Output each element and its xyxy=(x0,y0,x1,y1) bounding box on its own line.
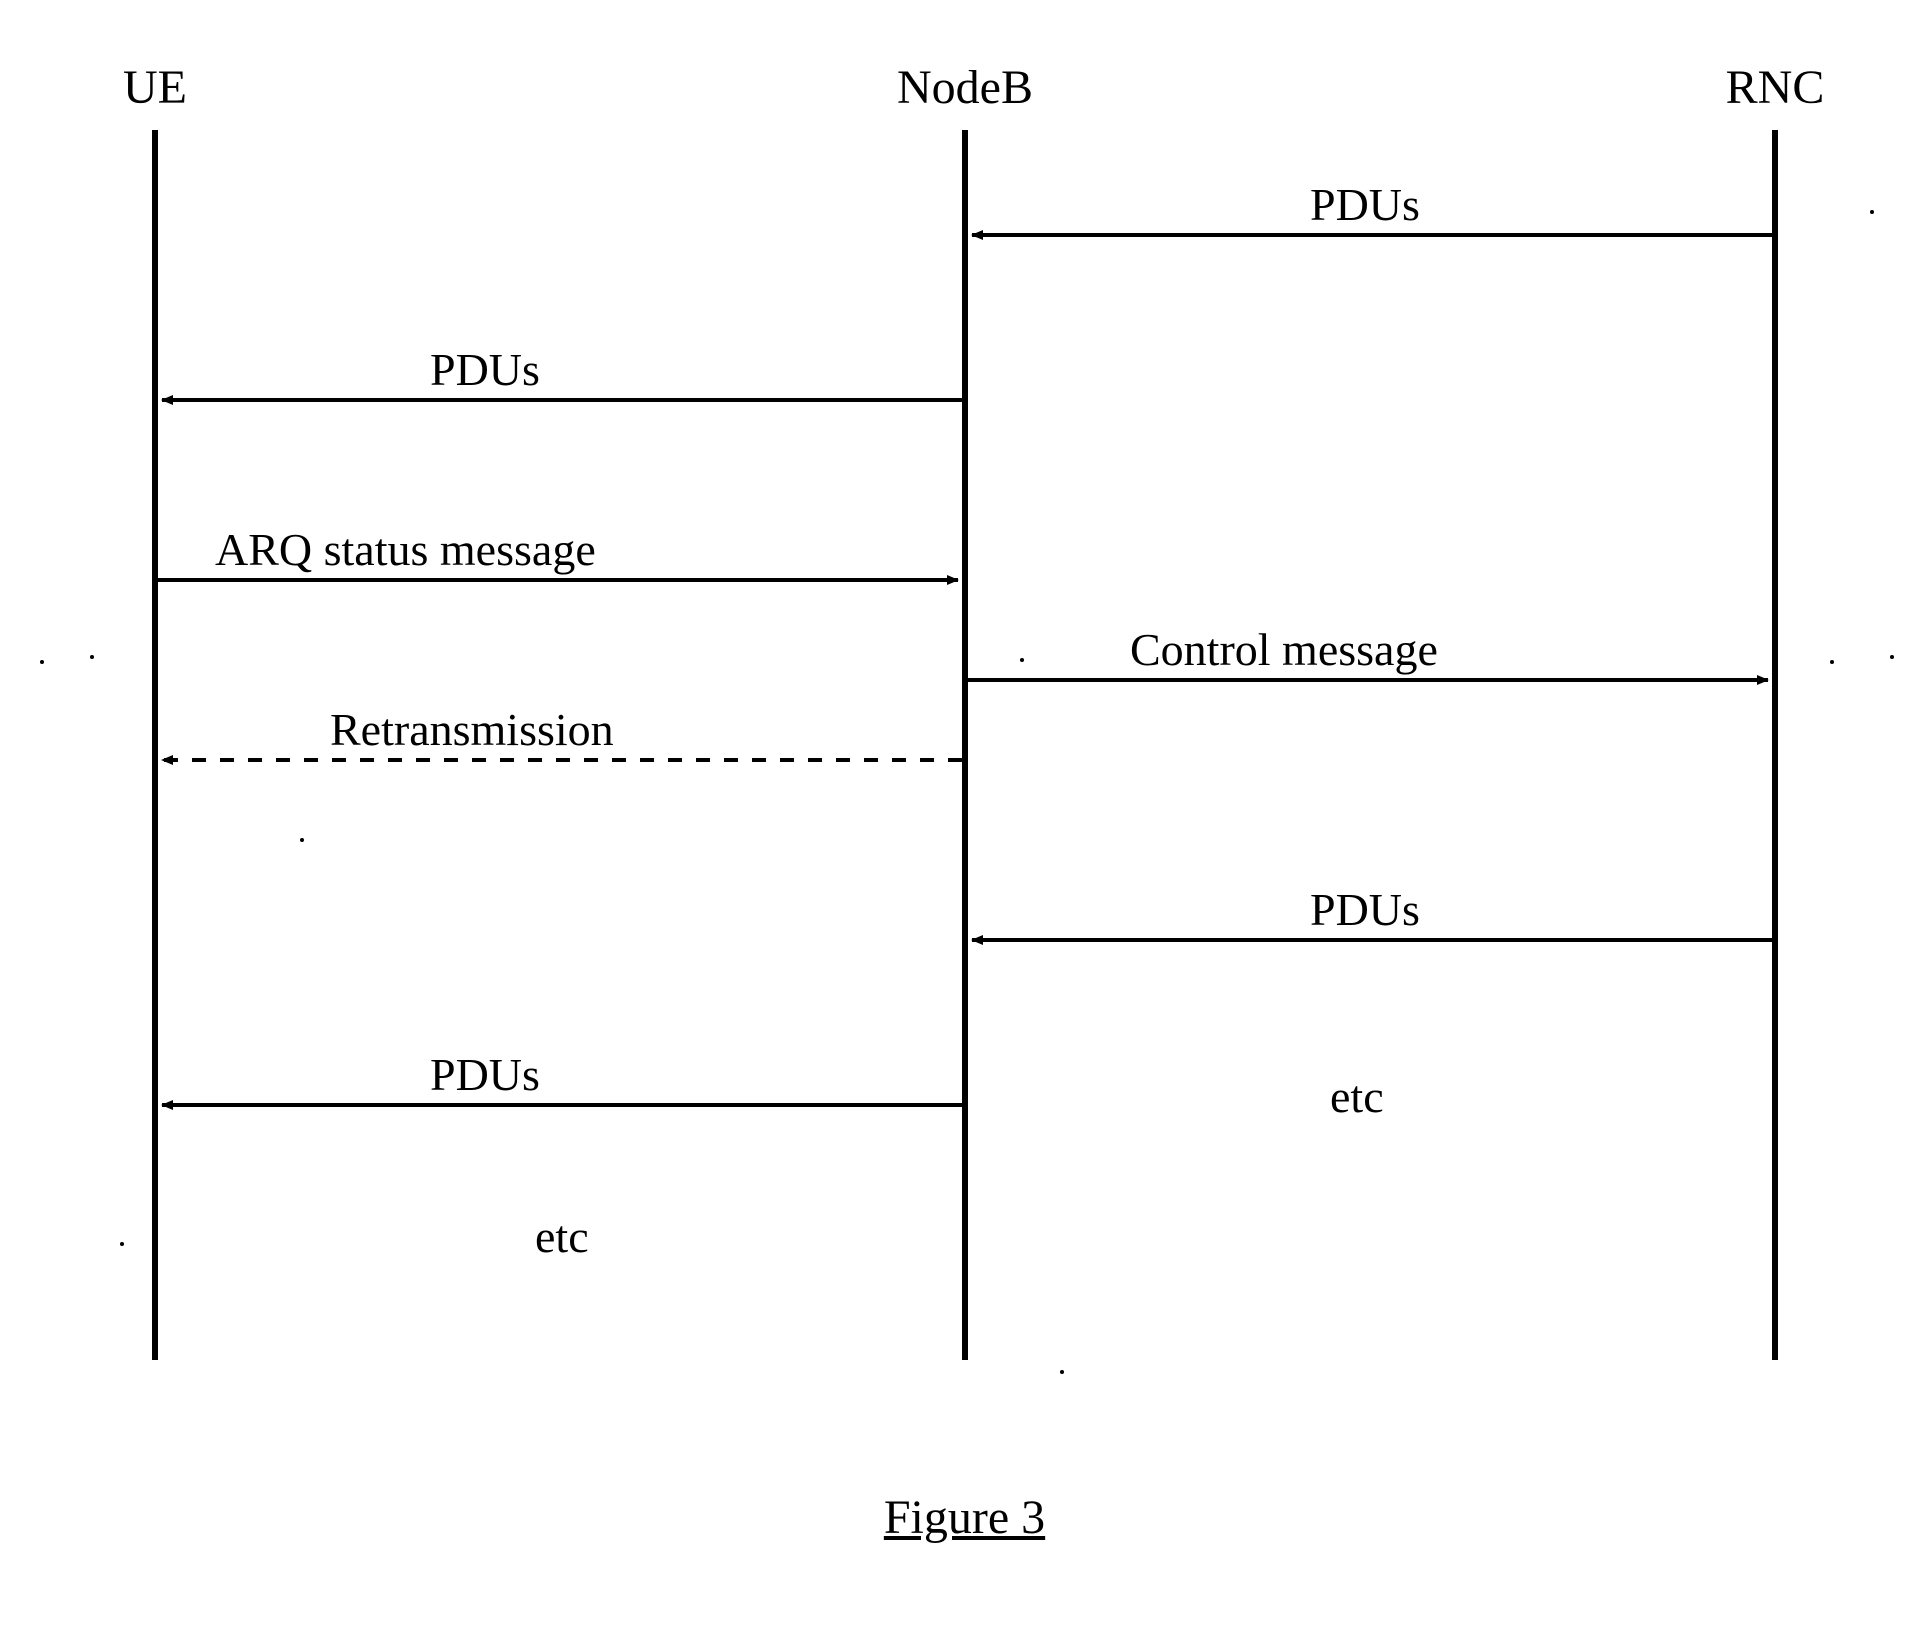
noise-dot xyxy=(40,660,44,664)
noise-dot xyxy=(120,1242,124,1246)
arrows-layer xyxy=(0,0,1929,1631)
noise-dot xyxy=(90,655,94,659)
noise-dot xyxy=(1060,1370,1064,1374)
msg-label-pdus-rnc-nodeb-1: PDUs xyxy=(1310,178,1420,231)
msg-label-pdus-rnc-nodeb-2: PDUs xyxy=(1310,883,1420,936)
figure-caption: Figure 3 xyxy=(884,1490,1045,1545)
msg-label-pdus-nodeb-ue-2: PDUs xyxy=(430,1048,540,1101)
msg-label-pdus-nodeb-ue-1: PDUs xyxy=(430,343,540,396)
noise-dot xyxy=(1890,655,1894,659)
noise-dot xyxy=(1020,658,1024,662)
msg-label-arq-status: ARQ status message xyxy=(215,523,596,576)
noise-dot xyxy=(300,838,304,842)
msg-label-retransmission: Retransmission xyxy=(330,703,614,756)
etc-label-right: etc xyxy=(1330,1070,1384,1123)
msg-label-control-msg: Control message xyxy=(1130,623,1438,676)
noise-dot xyxy=(1830,660,1834,664)
etc-label-left: etc xyxy=(535,1210,589,1263)
sequence-diagram: UE NodeB RNC PDUs PDUs ARQ status messag… xyxy=(0,0,1929,1631)
noise-dot xyxy=(1870,210,1874,214)
